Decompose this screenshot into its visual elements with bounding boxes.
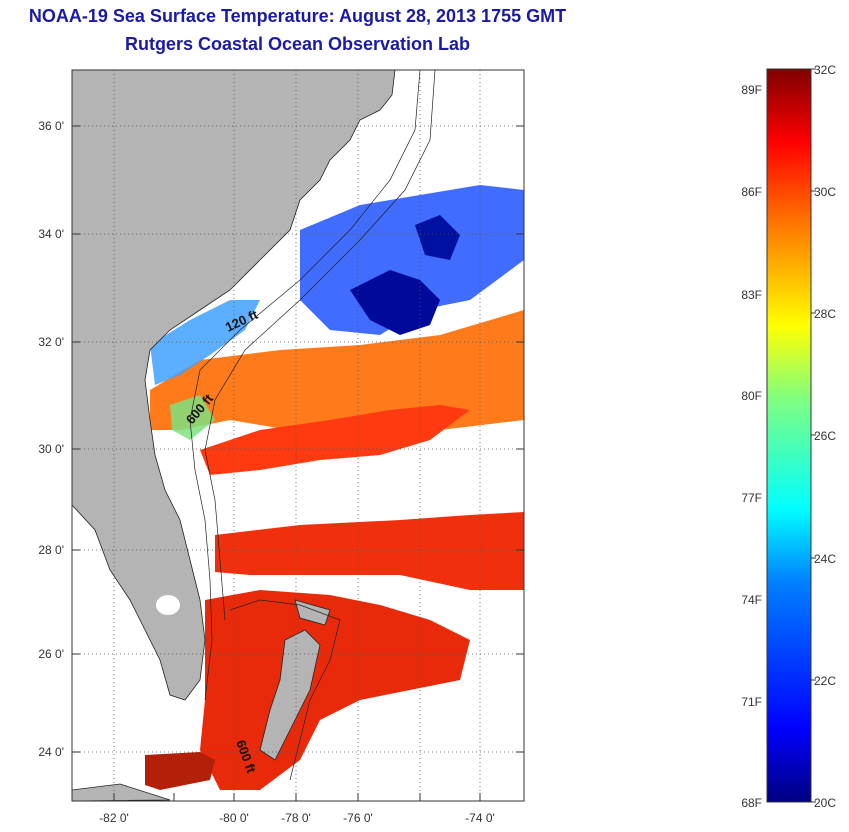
contour-600ft [204, 70, 436, 621]
map-title: NOAA-19 Sea Surface Temperature: August … [28, 6, 567, 26]
cbar-label-86f: 86F [741, 185, 762, 199]
cbar-label-26c: 26C [814, 429, 836, 443]
cbar-label-68f: 68F [741, 796, 762, 810]
lon-label-74: -74 0' [465, 811, 495, 825]
sst-band-south [215, 512, 524, 590]
cbar-label-30c: 30C [814, 185, 836, 199]
sst-band-mid-warm [200, 405, 470, 475]
lon-label-76: -76 0' [343, 811, 373, 825]
lat-label-26: 26 0' [38, 647, 64, 661]
lon-label-80: -80 0' [219, 811, 249, 825]
sst-coastal-strip [150, 300, 260, 385]
lat-label-30: 30 0' [38, 442, 64, 456]
land-cuba-bahamas-1 [259, 629, 321, 761]
map-frame [71, 69, 525, 802]
sst-map: 36 0' 34 0' 32 0' 30 0' 28 0' 26 0' 24 0… [38, 69, 525, 825]
cbar-label-20c: 20C [814, 796, 836, 810]
contour-120ft [189, 70, 421, 701]
contour-bahamas [229, 599, 341, 781]
colorbar-gradient [766, 68, 812, 803]
land [72, 70, 396, 801]
lon-label-82: -82 0' [99, 811, 129, 825]
cbar-label-71f: 71F [741, 695, 762, 709]
sst-gulf-patch [145, 752, 215, 790]
lake-okeechobee [156, 595, 180, 615]
cbar-label-83f: 83F [741, 288, 762, 302]
graticule [72, 70, 524, 801]
colorbar: 32C 30C 28C 26C 24C 22C 20C 89F 86F 83F … [741, 63, 836, 810]
frame-ticks [72, 125, 524, 801]
bathymetry-contours [189, 70, 436, 781]
lon-label-78: -78 0' [281, 811, 311, 825]
cbar-label-24c: 24C [814, 552, 836, 566]
sst-cold-patch [350, 270, 440, 335]
map-subtitle: Rutgers Coastal Ocean Observation Lab [124, 34, 471, 54]
lat-label-32: 32 0' [38, 335, 64, 349]
cbar-label-74f: 74F [741, 593, 762, 607]
cbar-label-89f: 89F [741, 83, 762, 97]
cbar-label-80f: 80F [741, 389, 762, 403]
cbar-label-77f: 77F [741, 491, 762, 505]
land-us-southeast [72, 70, 396, 701]
cbar-label-28c: 28C [814, 307, 836, 321]
sst-cold-patch-2 [415, 215, 460, 260]
lat-label-34: 34 0' [38, 227, 64, 241]
lat-label-36: 36 0' [38, 119, 64, 133]
land-cuba [72, 783, 171, 801]
cbar-label-22c: 22C [814, 674, 836, 688]
colorbar-ticks [811, 68, 816, 803]
cbar-label-32c: 32C [814, 63, 836, 77]
lat-label-24: 24 0' [38, 745, 64, 759]
sst-green-patch [170, 395, 215, 440]
lat-label-28: 28 0' [38, 543, 64, 557]
